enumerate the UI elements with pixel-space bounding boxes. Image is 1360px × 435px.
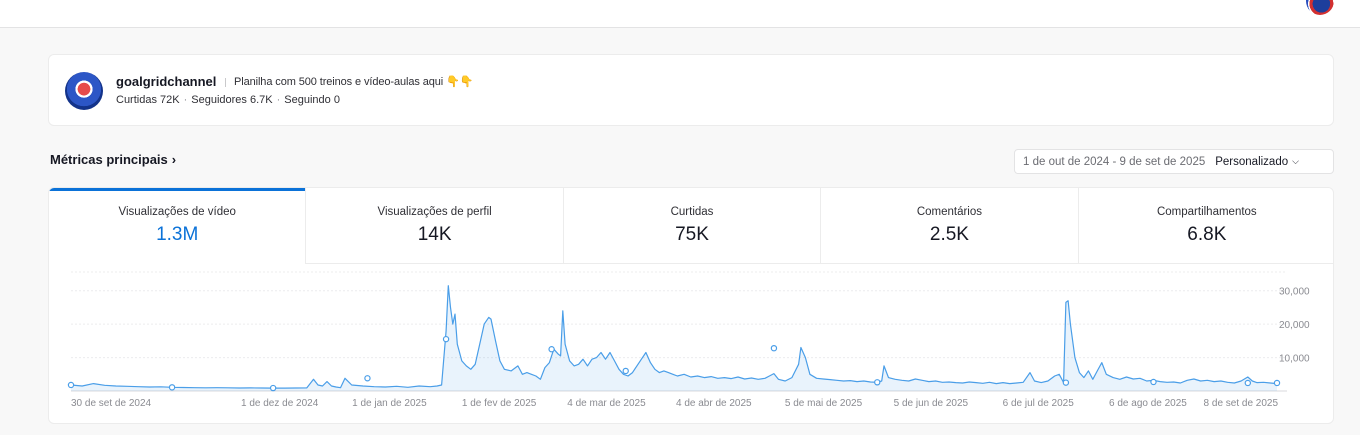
chevron-right-icon: › — [171, 152, 177, 167]
tab-likes[interactable]: Curtidas 75K — [563, 188, 822, 264]
x-tick-label: 8 de set de 2025 — [1204, 398, 1279, 409]
chart-marker — [770, 344, 778, 352]
video-views-chart[interactable]: 30 de set de 2024 1 de dez de 2024 1 de ja… — [49, 264, 1334, 424]
chart-marker — [442, 335, 450, 343]
x-tick-label: 6 de ago de 2025 — [1109, 398, 1187, 409]
x-tick-label: 6 de jul de 2025 — [1003, 398, 1075, 409]
tab-video-views[interactable]: Visualizações de vídeo 1.3M — [49, 188, 307, 264]
metrics-title-link[interactable]: Métricas principais › — [50, 152, 176, 167]
bio-separator — [225, 78, 226, 87]
account-avatar[interactable] — [1306, 0, 1334, 15]
y-tick-label: 10,000 — [1279, 354, 1310, 365]
chart-marker — [622, 367, 629, 375]
tab-label: Compartilhamentos — [1156, 206, 1257, 218]
stat-separator: · — [276, 94, 281, 106]
top-bar — [0, 0, 1360, 28]
chart-marker — [269, 384, 277, 392]
chart-series-line — [70, 285, 1278, 389]
tab-value: 6.8K — [1187, 224, 1227, 245]
chart-marker — [548, 346, 555, 353]
chart-markers — [67, 335, 1281, 392]
chart-marker — [1062, 379, 1070, 386]
metrics-panel: Visualizações de vídeo 1.3M Visualizaçõe… — [48, 187, 1334, 424]
tab-value: 1.3M — [156, 224, 199, 245]
chart-marker — [168, 384, 176, 391]
chart-marker — [67, 381, 75, 389]
tab-comments[interactable]: Comentários 2.5K — [821, 188, 1079, 264]
profile-stats: Curtidas 72K · Seguidores 6.7K · Seguind… — [116, 94, 340, 106]
x-axis-labels: 30 de set de 2024 1 de dez de 2024 1 de ja… — [71, 398, 1279, 409]
following-stat: Seguindo 0 — [284, 94, 340, 106]
profile-avatar — [65, 72, 103, 110]
stat-separator: · — [183, 94, 188, 106]
chart-marker — [1150, 378, 1157, 386]
date-mode-label: Personalizado — [1215, 155, 1289, 168]
chart-marker — [874, 379, 881, 386]
x-tick-label: 30 de set de 2024 — [71, 398, 152, 409]
chart-marker — [1244, 379, 1252, 387]
x-tick-label: 1 de jan de 2025 — [352, 398, 427, 409]
x-tick-label: 1 de dez de 2024 — [241, 398, 319, 409]
metrics-title: Métricas principais — [50, 152, 168, 167]
y-axis-labels: 10,000 20,000 30,000 — [1279, 287, 1310, 365]
tab-shares[interactable]: Compartilhamentos 6.8K — [1078, 188, 1333, 264]
x-tick-label: 1 de fev de 2025 — [462, 398, 537, 409]
y-tick-label: 30,000 — [1279, 287, 1310, 298]
profile-card: goalgridchannel Planilha com 500 treinos… — [48, 54, 1334, 126]
profile-bio: Planilha com 500 treinos e vídeo-aulas a… — [234, 76, 474, 88]
tab-value: 14K — [417, 224, 452, 245]
tab-profile-views[interactable]: Visualizações de perfil 14K — [306, 188, 564, 264]
metric-tabs: Visualizações de vídeo 1.3M Visualizaçõe… — [49, 188, 1333, 264]
date-range-picker[interactable]: 1 de out de 2024 - 9 de set de 2025 Pers… — [1014, 149, 1334, 174]
followers-stat: Seguidores 6.7K — [191, 94, 273, 106]
tab-label: Curtidas — [670, 206, 714, 218]
chevron-down-icon: ⌵ — [1292, 156, 1299, 166]
tab-value: 75K — [675, 224, 709, 245]
tab-value: 2.5K — [929, 224, 969, 245]
tab-label: Visualizações de vídeo — [118, 206, 236, 218]
x-tick-label: 4 de abr de 2025 — [676, 398, 752, 409]
chart-marker — [1273, 379, 1281, 387]
x-tick-label: 5 de jun de 2025 — [894, 398, 969, 409]
x-tick-label: 4 de mar de 2025 — [567, 398, 646, 409]
likes-stat: Curtidas 72K — [116, 94, 180, 106]
chart-marker — [364, 375, 371, 382]
tab-label: Comentários — [916, 206, 983, 218]
x-tick-label: 5 de mai de 2025 — [785, 398, 863, 409]
profile-username: goalgridchannel — [116, 74, 217, 89]
y-tick-label: 20,000 — [1279, 320, 1310, 331]
date-range-text: 1 de out de 2024 - 9 de set de 2025 — [1023, 155, 1206, 168]
tab-label: Visualizações de perfil — [377, 206, 492, 218]
